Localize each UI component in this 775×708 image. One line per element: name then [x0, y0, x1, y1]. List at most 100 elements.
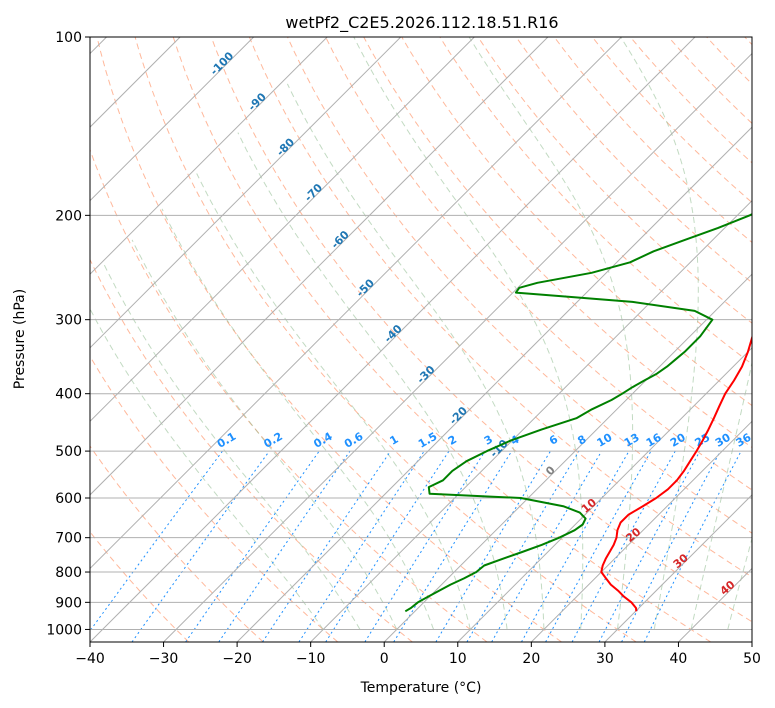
- dry-adiabat-line: [744, 37, 752, 46]
- isotherm-line: [90, 37, 696, 642]
- x-tick-label: 10: [449, 651, 467, 667]
- plot-frame: [89, 36, 753, 643]
- mixing-ratio-line: [621, 450, 721, 642]
- x-tick-label: 20: [522, 651, 540, 667]
- mixing-ratio-line: [571, 450, 676, 642]
- moist-adiabat-line: [690, 360, 752, 630]
- moist-adiabat-line: [468, 37, 634, 630]
- isotherm-line: [604, 494, 752, 642]
- mixing-ratio-line: [545, 450, 652, 642]
- isotherm-line: [90, 37, 328, 275]
- mixing-ratio-label: 0.1: [215, 430, 238, 451]
- mixing-ratio-line: [298, 450, 425, 642]
- mixing-ratio-label: 10: [595, 431, 615, 450]
- dry-adiabat-line: [286, 37, 752, 534]
- mixing-ratio-line: [435, 450, 551, 642]
- isotherm-line: [90, 37, 549, 496]
- mixing-ratio-label: 6: [547, 433, 560, 448]
- y-tick-label: 100: [55, 30, 82, 46]
- isotherm-label: -80: [274, 135, 297, 158]
- y-tick-label: 700: [55, 531, 82, 547]
- moist-adiabat-line: [90, 307, 324, 630]
- dry-adiabat-label: 10: [579, 496, 599, 516]
- x-axis-label: Temperature (°C): [360, 680, 482, 696]
- x-tick-label: 40: [670, 651, 688, 667]
- isotherm-line: [90, 37, 255, 202]
- isotherm-label: -60: [329, 228, 352, 251]
- mixing-ratio-line: [364, 450, 486, 642]
- moist-adiabat-line: [620, 37, 699, 630]
- moist-adiabat-line: [237, 132, 508, 630]
- y-tick-label: 500: [55, 444, 82, 460]
- mixing-ratio-line: [325, 450, 450, 642]
- dry-adiabat-line: [90, 355, 339, 642]
- dry-adiabat-line: [210, 37, 752, 623]
- x-tick-label: 30: [596, 651, 614, 667]
- dry-adiabat-line: [515, 37, 752, 284]
- dry-adiabat-line: [90, 148, 488, 642]
- moist-adiabat-line: [353, 37, 584, 630]
- dry-adiabat-line: [705, 37, 752, 85]
- mixing-ratio-line: [185, 450, 320, 642]
- temperature-line: [600, 334, 752, 612]
- y-tick-label: 900: [55, 595, 82, 611]
- dry-adiabat-label: 30: [671, 551, 691, 571]
- isotherm-line: [530, 420, 752, 642]
- mixing-ratio-line: [521, 450, 630, 642]
- mixing-ratio-label: 30: [713, 431, 733, 450]
- mixing-ratio-label: 0.2: [262, 430, 285, 451]
- moist-adiabat-line: [102, 262, 361, 630]
- profile-series: [404, 213, 752, 613]
- isotherm-line: [310, 199, 752, 642]
- mixing-ratio-label: 0.6: [342, 430, 366, 451]
- mixing-ratio-line: [643, 450, 742, 642]
- dry-adiabat-line: [172, 37, 712, 642]
- x-tick-label: −30: [149, 651, 179, 667]
- moist-adiabat-line: [131, 239, 398, 630]
- y-tick-label: 600: [55, 491, 82, 507]
- y-tick-label: 800: [55, 565, 82, 581]
- isotherm-label: -20: [447, 404, 470, 427]
- background-lines: [90, 37, 752, 642]
- dry-adiabat-line: [363, 37, 752, 449]
- dry-adiabat-line: [90, 445, 264, 642]
- dry-adiabat-line: [325, 37, 752, 491]
- moist-adiabat-line: [727, 536, 752, 630]
- mixing-ratio-label: 13: [622, 431, 642, 450]
- y-tick-label: 400: [55, 387, 82, 403]
- dry-adiabat-line: [248, 37, 752, 578]
- isotherm-label: -40: [382, 322, 405, 345]
- y-tick-label: 1000: [46, 622, 82, 638]
- isotherm-label: -50: [354, 276, 377, 299]
- y-tick-label: 300: [55, 313, 82, 329]
- mixing-ratio-line: [491, 450, 603, 642]
- isotherm-label: -70: [302, 181, 325, 204]
- isotherm-line: [90, 37, 475, 423]
- x-tick-label: −10: [296, 651, 326, 667]
- dry-adiabat-line: [553, 37, 752, 244]
- y-axis-label: Pressure (hPa): [12, 289, 28, 389]
- x-tick-label: 50: [743, 651, 761, 667]
- isotherm-line: [457, 347, 752, 642]
- x-tick-label: 0: [380, 651, 389, 667]
- isotherm-line: [163, 52, 752, 642]
- isotherm-label: -30: [414, 363, 437, 386]
- dry-adiabat-line: [401, 37, 752, 407]
- dry-adiabat-line: [439, 37, 752, 365]
- isotherm-line: [751, 641, 752, 642]
- mixing-ratio-label: 16: [644, 431, 664, 450]
- dry-adiabat-line: [134, 37, 637, 642]
- isotherm-line: [383, 273, 752, 642]
- grid-lines: [90, 37, 752, 642]
- x-tick-label: −20: [222, 651, 252, 667]
- moist-adiabat-line: [286, 83, 545, 630]
- isotherm-line: [678, 567, 752, 642]
- mixing-ratio-line: [466, 450, 580, 642]
- isotherm-line: [236, 126, 752, 642]
- mixing-ratio-line: [218, 450, 351, 642]
- mixing-ratio-label: 2: [446, 433, 459, 448]
- mixing-ratio-line: [393, 450, 513, 642]
- dry-adiabat-label: 20: [623, 525, 643, 545]
- x-tick-label: −40: [75, 651, 105, 667]
